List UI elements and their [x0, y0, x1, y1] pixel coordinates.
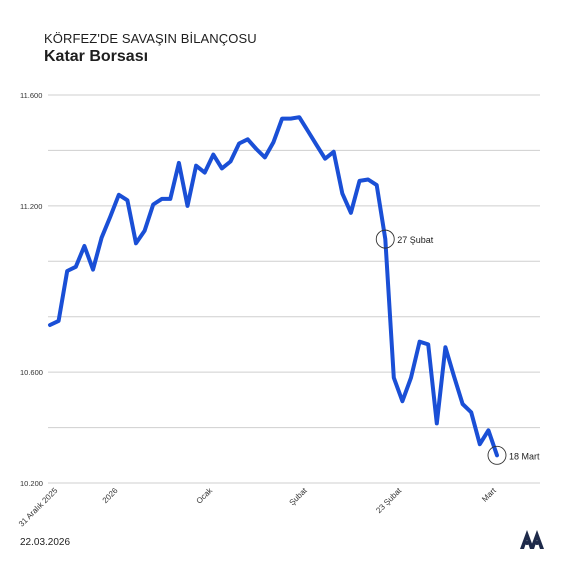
annotation-label: 27 Şubat — [397, 235, 434, 245]
y-tick-label: 10.600 — [20, 368, 43, 377]
annotation-circle — [487, 445, 507, 465]
x-tick-label: Mart — [480, 486, 498, 504]
annotation-circle — [375, 229, 395, 249]
annotations: 27 Şubat 18 Mart — [375, 229, 540, 465]
grid-lines — [48, 94, 540, 484]
footer-date: 22.03.2026 — [20, 537, 71, 548]
x-tick-label: Ocak — [195, 485, 215, 505]
chart-kicker: KÖRFEZ'DE SAVAŞIN BİLANÇOSU — [44, 31, 257, 46]
y-tick-label: 10.200 — [20, 479, 43, 488]
x-axis-labels: 31 Aralık 2025 2026 Ocak Şubat 23 Şubat Mart — [17, 485, 498, 528]
aa-logo-icon — [520, 530, 544, 549]
x-tick-label: 31 Aralık 2025 — [17, 486, 60, 529]
annotation-label: 18 Mart — [509, 451, 540, 461]
y-tick-label: 11.200 — [20, 202, 42, 211]
chart-title: Katar Borsası — [44, 48, 149, 65]
y-tick-label: 11.600 — [20, 91, 42, 100]
series-line — [48, 115, 499, 458]
x-tick-label: Şubat — [288, 486, 310, 508]
y-axis-labels: 11.600 11.200 10.600 10.200 — [20, 91, 43, 488]
series-layer — [48, 115, 499, 458]
x-tick-label: 23 Şubat — [374, 486, 404, 516]
x-tick-label: 2026 — [101, 486, 120, 505]
